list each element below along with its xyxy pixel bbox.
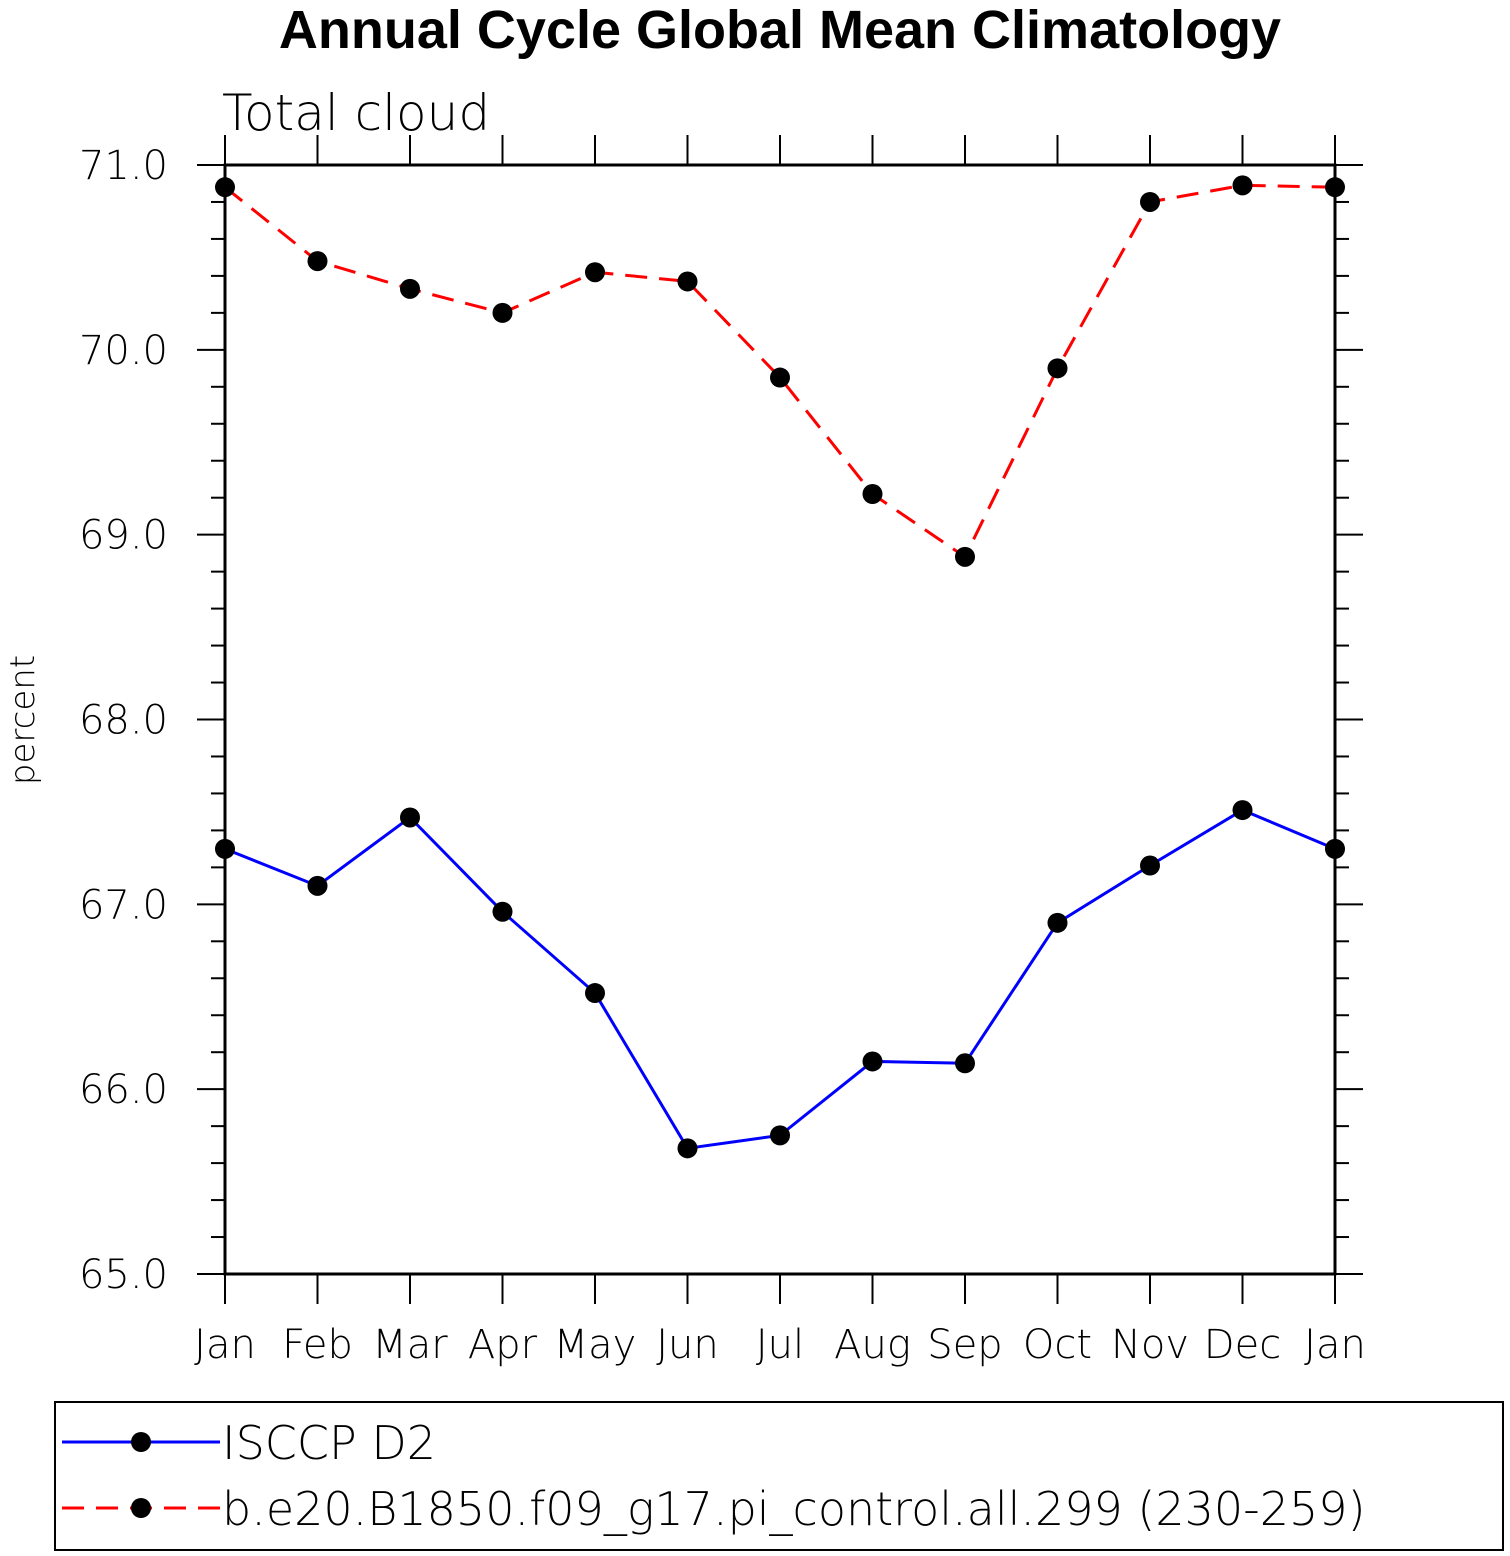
series-0-point [1325,838,1345,859]
y-tick-label: 69.0 [79,513,168,559]
x-tick-label: Jul [756,1322,804,1368]
series-1-point [955,546,975,567]
series-1-point [1140,191,1160,212]
series-1-point [492,302,513,323]
series-1-point [1232,175,1253,196]
x-tick-label: Dec [1204,1322,1281,1368]
series-0-point [585,983,605,1004]
series-1-point [770,367,790,388]
plot-frame [223,163,1337,1276]
legend-label-0: ISCCP D2 [222,1416,436,1470]
x-tick-label: Sep [927,1322,1002,1368]
x-tick-label: Jan [1304,1322,1366,1368]
series-1-point [1047,358,1068,379]
series-0-point [1140,855,1160,876]
chart-subtitle: Total cloud [222,84,490,142]
series-0-point [862,1051,883,1072]
series-0-point [955,1053,975,1074]
series-line-0 [224,808,1336,1150]
x-tick-label: Feb [282,1322,353,1368]
series-0-point [307,875,328,896]
y-tick-label: 70.0 [79,328,168,374]
series-0-point [770,1125,790,1146]
chart-title: Annual Cycle Global Mean Climatology [279,0,1281,60]
y-tick-label: 67.0 [79,882,168,928]
series-1-point [677,271,698,292]
series-1-point [307,251,328,272]
x-tick-label: May [554,1322,637,1368]
series-1-point [862,484,883,505]
series-0-point [677,1138,698,1159]
series-1-point [1325,177,1345,198]
x-tick-label: Nov [1111,1322,1189,1368]
x-tick-label: Mar [372,1322,448,1368]
series-0-point [492,901,513,922]
x-tick-label: Jun [656,1322,719,1368]
x-axis: Jan Feb Mar Apr May Jun Jul Aug Sep Oct Nov Dec Jan [194,135,1366,1368]
y-axis-label: percent [3,655,43,785]
series-0-point [1047,912,1068,933]
x-tick-label: Apr [468,1322,538,1368]
series-0-point [215,838,235,859]
legend: ISCCP D2 b.e20.B1850.f09_g17.pi_control.a… [62,1416,1366,1536]
x-tick-label: Oct [1023,1322,1092,1368]
y-tick-label: 65.0 [79,1252,168,1298]
legend-marker-0 [131,1432,151,1452]
y-tick-label: 68.0 [79,698,168,744]
series-0-point [400,807,420,828]
series-1-point [215,177,235,198]
series-0-point [1232,800,1253,821]
x-tick-label: Aug [834,1322,911,1368]
legend-marker-1 [131,1498,151,1518]
series-1-point [585,262,605,283]
y-tick-label: 66.0 [79,1067,168,1113]
series-layer [215,175,1345,1159]
legend-box [54,1401,1504,1551]
series-1-point [400,278,420,299]
y-tick-label: 71.0 [79,143,168,189]
legend-label-1: b.e20.B1850.f09_g17.pi_control.all.299 (… [222,1482,1366,1536]
x-tick-label: Jan [194,1322,256,1368]
y-axis: 65.0 66.0 67.0 68.0 69.0 70.0 71.0 [79,143,1363,1298]
